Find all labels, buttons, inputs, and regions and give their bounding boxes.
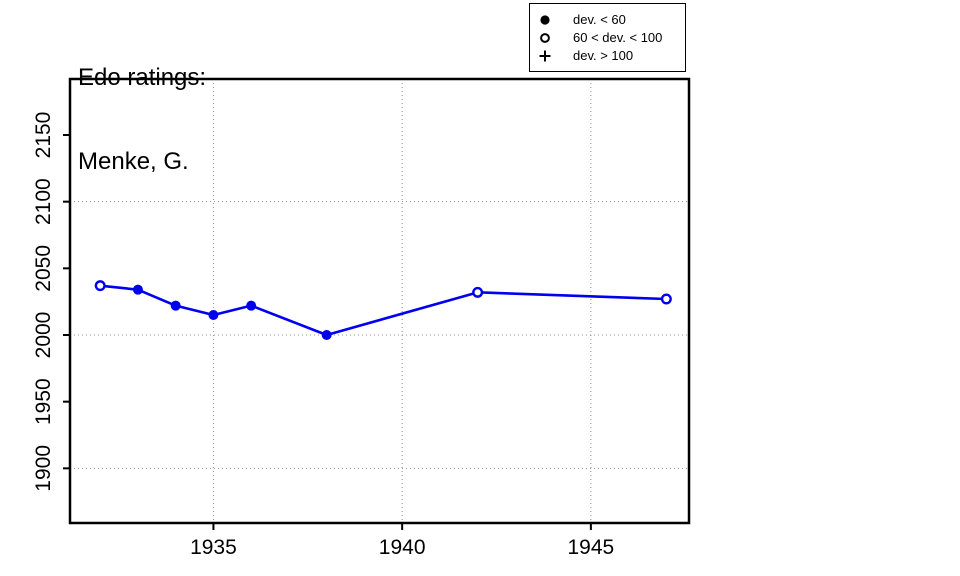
data-point-open bbox=[660, 293, 672, 305]
y-axis-tick-label: 2050 bbox=[32, 245, 55, 292]
chart-title-line1: Edo ratings: bbox=[78, 64, 207, 91]
x-axis-tick-label: 1935 bbox=[190, 536, 237, 559]
y-axis-tick-label: 1900 bbox=[32, 445, 55, 492]
legend-label: 60 < dev. < 100 bbox=[573, 30, 663, 45]
data-point-filled bbox=[208, 310, 219, 320]
legend-label: dev. < 60 bbox=[573, 12, 626, 27]
chart-title-line2: Menke, G. bbox=[78, 148, 189, 175]
legend-row-dev-lt-60: dev. < 60 bbox=[530, 11, 685, 29]
data-point-open bbox=[472, 286, 484, 298]
y-axis-tick-label: 2150 bbox=[32, 112, 55, 159]
data-point-open bbox=[94, 280, 106, 292]
chart-title: Edo ratings: Menke, G. bbox=[78, 8, 206, 232]
data-point-filled bbox=[246, 300, 257, 311]
legend-label: dev. > 100 bbox=[573, 48, 634, 63]
data-point-filled bbox=[170, 300, 181, 311]
legend-row-dev-60-100: 60 < dev. < 100 bbox=[530, 29, 685, 47]
plus-icon bbox=[530, 50, 560, 62]
rating-line bbox=[98, 284, 668, 337]
y-axis-tick-label: 2100 bbox=[32, 178, 55, 225]
data-point-filled bbox=[132, 284, 143, 295]
y-axis-tick-label: 2000 bbox=[32, 312, 55, 359]
y-axis-tick-label: 1950 bbox=[32, 378, 55, 425]
x-axis-tick-label: 1940 bbox=[379, 536, 426, 559]
plot-border bbox=[68, 77, 691, 525]
open-circle-icon bbox=[530, 32, 560, 44]
legend: dev. < 60 60 < dev. < 100 dev. > 100 bbox=[529, 3, 686, 72]
data-point-filled bbox=[321, 330, 332, 340]
x-axis-tick-label: 1945 bbox=[568, 536, 615, 559]
filled-circle-icon bbox=[530, 14, 560, 26]
legend-row-dev-gt-100: dev. > 100 bbox=[530, 47, 685, 65]
